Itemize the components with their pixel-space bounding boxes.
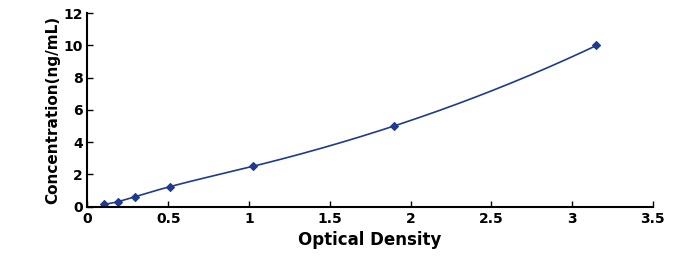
X-axis label: Optical Density: Optical Density — [298, 231, 442, 249]
Y-axis label: Concentration(ng/mL): Concentration(ng/mL) — [45, 16, 61, 204]
